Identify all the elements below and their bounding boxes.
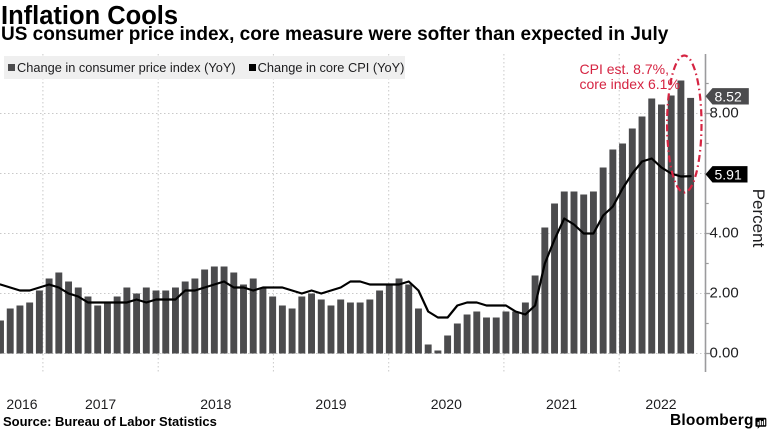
- svg-text:2021: 2021: [546, 396, 577, 412]
- svg-text:5.91: 5.91: [715, 166, 742, 182]
- svg-text:core index 6.1%: core index 6.1%: [580, 76, 680, 92]
- svg-text:2019: 2019: [315, 396, 346, 412]
- svg-text:2020: 2020: [431, 396, 462, 412]
- svg-text:8.52: 8.52: [715, 88, 742, 104]
- svg-text:0.00: 0.00: [710, 344, 739, 361]
- svg-text:8.00: 8.00: [710, 104, 739, 121]
- svg-text:2018: 2018: [200, 396, 231, 412]
- svg-text:2017: 2017: [85, 396, 116, 412]
- svg-text:CPI est. 8.7%,: CPI est. 8.7%,: [580, 61, 669, 77]
- svg-text:2.00: 2.00: [710, 284, 739, 301]
- svg-text:Percent: Percent: [749, 189, 768, 248]
- svg-text:2022: 2022: [645, 396, 676, 412]
- svg-text:2016: 2016: [6, 396, 37, 412]
- svg-text:4.00: 4.00: [710, 224, 739, 241]
